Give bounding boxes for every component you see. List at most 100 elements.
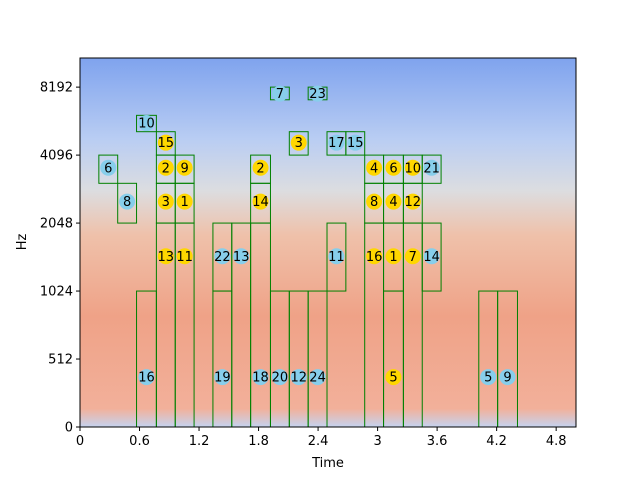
region-box bbox=[421, 222, 442, 292]
box-label: 15 bbox=[158, 136, 175, 151]
region-box bbox=[345, 131, 366, 156]
marker bbox=[138, 115, 155, 132]
y-tick-label: 8192 bbox=[40, 81, 73, 96]
marker bbox=[366, 248, 383, 265]
box-label: 23 bbox=[309, 87, 326, 102]
marker bbox=[385, 159, 402, 176]
box-label: 24 bbox=[309, 371, 326, 386]
y-axis-label: Hz bbox=[15, 234, 30, 251]
x-tick-label: 0.6 bbox=[129, 434, 150, 449]
box-label: 2 bbox=[162, 161, 170, 176]
marker bbox=[271, 369, 288, 386]
box-label: 12 bbox=[290, 371, 307, 386]
marker bbox=[328, 248, 345, 265]
marker bbox=[176, 193, 193, 210]
marker bbox=[309, 369, 326, 386]
box-label: 6 bbox=[104, 161, 112, 176]
marker bbox=[176, 159, 193, 176]
box-label: 8 bbox=[123, 195, 131, 210]
box-label: 13 bbox=[158, 250, 175, 265]
box-label: 3 bbox=[162, 195, 170, 210]
marker bbox=[404, 193, 421, 210]
region-box bbox=[288, 131, 309, 156]
marker bbox=[157, 193, 174, 210]
marker bbox=[157, 248, 174, 265]
marker bbox=[157, 134, 174, 151]
marker bbox=[366, 159, 383, 176]
box-label: 21 bbox=[423, 161, 440, 176]
box-label: 17 bbox=[328, 136, 345, 151]
marker bbox=[100, 159, 117, 176]
marker bbox=[347, 134, 364, 151]
marker bbox=[366, 193, 383, 210]
box-label: 11 bbox=[176, 250, 193, 265]
box-label: 9 bbox=[503, 371, 511, 386]
box-label: 16 bbox=[366, 250, 383, 265]
x-axis-label: Time bbox=[311, 456, 344, 471]
x-tick-label: 3 bbox=[373, 434, 381, 449]
box-label: 7 bbox=[409, 250, 417, 265]
marker bbox=[404, 248, 421, 265]
x-tick-label: 1.2 bbox=[189, 434, 210, 449]
y-tick-label: 1024 bbox=[40, 285, 73, 300]
box-label: 5 bbox=[389, 371, 397, 386]
box-label: 11 bbox=[328, 250, 345, 265]
marker bbox=[423, 248, 440, 265]
marker bbox=[499, 369, 516, 386]
x-tick-label: 4.2 bbox=[486, 434, 507, 449]
x-tick-label: 0 bbox=[76, 434, 84, 449]
marker bbox=[423, 159, 440, 176]
marker bbox=[176, 248, 193, 265]
x-tick-label: 1.8 bbox=[248, 434, 269, 449]
marker bbox=[385, 369, 402, 386]
box-label: 19 bbox=[214, 371, 231, 386]
box-label: 1 bbox=[181, 195, 189, 210]
axes-frame bbox=[79, 57, 577, 428]
box-label: 14 bbox=[423, 250, 440, 265]
marker bbox=[385, 193, 402, 210]
box-label: 9 bbox=[181, 161, 189, 176]
region-box bbox=[98, 154, 119, 184]
marker bbox=[157, 159, 174, 176]
box-label: 1 bbox=[389, 250, 397, 265]
x-tick-label: 3.6 bbox=[427, 434, 448, 449]
box-label: 16 bbox=[138, 371, 155, 386]
region-box bbox=[421, 154, 442, 184]
marker bbox=[138, 369, 155, 386]
box-label: 4 bbox=[370, 161, 378, 176]
box-label: 14 bbox=[252, 195, 269, 210]
marker bbox=[290, 369, 307, 386]
box-label: 13 bbox=[233, 250, 250, 265]
box-label: 10 bbox=[405, 161, 422, 176]
spectrogram bbox=[80, 58, 576, 427]
marker bbox=[252, 193, 269, 210]
marker bbox=[233, 248, 250, 265]
y-tick-label: 0 bbox=[65, 421, 73, 436]
box-label: 10 bbox=[138, 117, 155, 132]
box-label: 4 bbox=[389, 195, 397, 210]
marker bbox=[404, 159, 421, 176]
box-label: 8 bbox=[370, 195, 378, 210]
y-tick-label: 4096 bbox=[40, 149, 73, 164]
marker bbox=[119, 193, 136, 210]
marker bbox=[385, 248, 402, 265]
marker bbox=[480, 369, 497, 386]
box-label: 12 bbox=[405, 195, 422, 210]
box-label: 22 bbox=[214, 250, 231, 265]
y-tick-label: 2048 bbox=[40, 217, 73, 232]
x-tick-label: 2.4 bbox=[308, 434, 329, 449]
box-label: 5 bbox=[484, 371, 492, 386]
box-label: 18 bbox=[252, 371, 269, 386]
box-label: 7 bbox=[276, 87, 284, 102]
box-label: 20 bbox=[272, 371, 289, 386]
marker bbox=[252, 159, 269, 176]
marker bbox=[271, 85, 288, 102]
marker bbox=[309, 85, 326, 102]
marker bbox=[328, 134, 345, 151]
box-label: 15 bbox=[347, 136, 364, 151]
box-label: 2 bbox=[256, 161, 264, 176]
x-tick-label: 4.8 bbox=[546, 434, 567, 449]
box-label: 6 bbox=[389, 161, 397, 176]
